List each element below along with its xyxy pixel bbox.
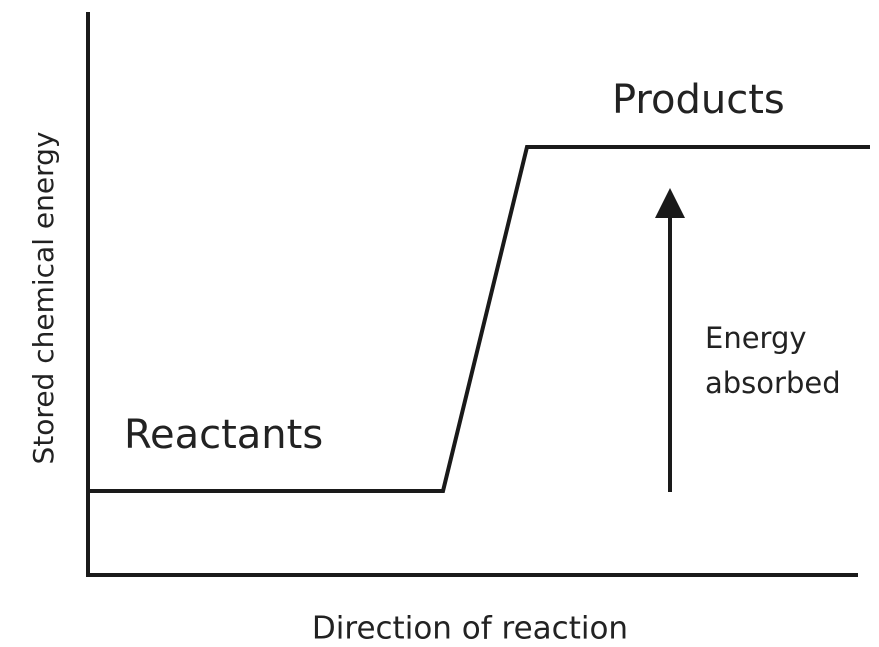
products-label: Products: [612, 77, 785, 123]
annotation-line: Energy: [705, 321, 807, 355]
energy-path: [88, 145, 870, 493]
annotation-line: absorbed: [705, 366, 841, 400]
axes: [86, 12, 858, 577]
x-axis-label: Direction of reaction: [312, 611, 628, 647]
y-axis-label: Stored chemical energy: [27, 132, 60, 465]
reactants-label: Reactants: [124, 412, 323, 458]
energy-arrow-head: [655, 188, 685, 218]
